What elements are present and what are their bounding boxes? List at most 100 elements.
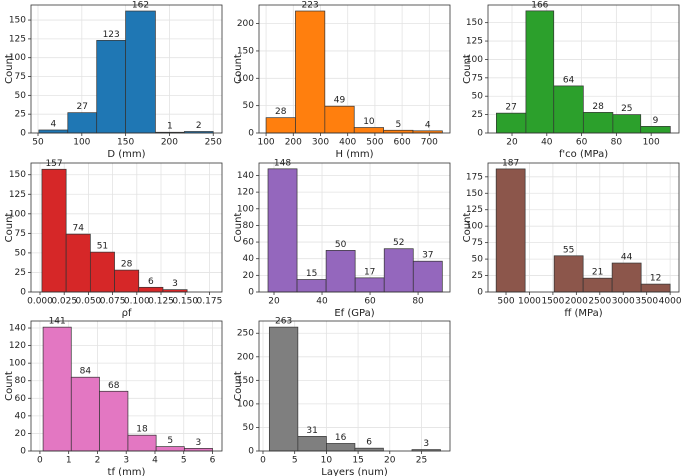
y-axis-label: Count <box>4 371 15 401</box>
bar-label: 25 <box>621 104 632 114</box>
bar <box>354 277 385 293</box>
x-tick-label: 4 <box>152 456 158 466</box>
y-tick-label: 140 <box>237 171 254 181</box>
bar <box>297 436 327 452</box>
bar <box>96 40 126 134</box>
bar-label: 28 <box>275 107 287 117</box>
x-tick-label: 3000 <box>612 297 635 307</box>
axes-frame <box>30 4 223 134</box>
bar-label: 84 <box>80 367 92 377</box>
bar <box>67 112 98 134</box>
x-tick-label: 40 <box>316 297 328 307</box>
bar-label: 9 <box>653 116 659 126</box>
y-tick-label: 100 <box>466 222 483 232</box>
x-axis-label: f'co (MPa) <box>559 149 608 160</box>
x-tick-label: 0.125 <box>148 297 174 307</box>
bar <box>99 390 129 452</box>
axes-frame <box>30 162 223 293</box>
axes-frame <box>258 162 451 293</box>
bar <box>412 260 443 293</box>
x-tick-label: 100 <box>257 138 274 148</box>
bar-label: 2 <box>196 121 202 131</box>
x-tick-label: 250 <box>205 138 222 148</box>
bar-label: 55 <box>563 245 574 255</box>
x-tick-label: 25 <box>416 456 427 466</box>
bar-label: 68 <box>108 381 120 391</box>
y-tick-label: 0 <box>248 129 254 139</box>
bar <box>383 248 414 293</box>
x-axis-label: Ef (GPa) <box>334 308 374 319</box>
x-axis-label: ρf <box>122 308 132 319</box>
x-tick-label: 400 <box>339 138 356 148</box>
y-tick-label: 50 <box>15 91 27 101</box>
bar <box>127 434 157 452</box>
bar-label: 31 <box>306 426 317 436</box>
x-tick-label: 150 <box>117 138 134 148</box>
bar-label: 5 <box>167 436 173 446</box>
y-tick-label: 100 <box>466 55 483 65</box>
x-tick-label: 4000 <box>659 297 682 307</box>
bar <box>495 112 527 134</box>
x-tick-label: 20 <box>506 138 518 148</box>
x-tick-label: 10 <box>321 456 333 466</box>
bar-label: 50 <box>335 240 347 250</box>
x-tick-label: 0.150 <box>172 297 198 307</box>
bar-label: 123 <box>103 30 120 40</box>
y-tick-label: 125 <box>9 34 26 44</box>
bar-label: 4 <box>425 120 431 130</box>
y-tick-label: 50 <box>472 255 484 265</box>
bar <box>65 233 91 293</box>
x-tick-label: 100 <box>643 138 660 148</box>
bar <box>265 117 296 134</box>
x-tick-label: 20 <box>268 297 280 307</box>
y-tick-label: 80 <box>243 221 255 231</box>
y-tick-label: 0 <box>20 288 26 298</box>
bar-label: 263 <box>275 317 292 327</box>
bar-label: 18 <box>136 425 148 435</box>
bar <box>114 269 140 293</box>
bar <box>325 250 356 293</box>
x-tick-label: 500 <box>366 138 383 148</box>
y-tick-label: 60 <box>15 394 27 404</box>
y-tick-label: 100 <box>237 204 254 214</box>
bar <box>125 10 156 134</box>
y-tick-label: 25 <box>472 110 483 120</box>
y-tick-label: 125 <box>466 37 483 47</box>
bar <box>612 114 642 134</box>
x-tick-label: 0.025 <box>51 297 77 307</box>
y-tick-label: 150 <box>237 46 254 56</box>
bar <box>353 127 384 134</box>
bar <box>268 326 299 452</box>
bar <box>296 279 327 293</box>
x-tick-label: 1500 <box>541 297 564 307</box>
x-tick-label: 2500 <box>588 297 611 307</box>
bar-label: 12 <box>650 274 661 284</box>
x-axis-label: ff (MPa) <box>564 308 602 319</box>
y-tick-label: 120 <box>237 188 254 198</box>
axes-frame <box>487 162 680 293</box>
x-tick-label: 1 <box>66 456 72 466</box>
x-tick-label: 100 <box>73 138 90 148</box>
y-tick-label: 50 <box>243 423 255 433</box>
bar <box>138 286 164 293</box>
x-tick-label: 0 <box>260 456 266 466</box>
x-axis-label: H (mm) <box>336 149 374 160</box>
y-axis-label: Count <box>233 54 244 84</box>
bar <box>354 447 384 452</box>
bar-label: 17 <box>364 267 375 277</box>
bar-label: 3 <box>423 439 429 449</box>
y-tick-label: 0 <box>477 129 483 139</box>
y-tick-label: 100 <box>9 359 26 369</box>
x-tick-label: 0.075 <box>100 297 126 307</box>
x-tick-label: 20 <box>384 456 396 466</box>
y-tick-label: 150 <box>466 189 483 199</box>
x-tick-label: 1000 <box>518 297 541 307</box>
y-tick-label: 75 <box>472 73 483 83</box>
x-tick-label: 0.100 <box>124 297 150 307</box>
x-tick-label: 5 <box>292 456 298 466</box>
x-tick-label: 80 <box>611 138 623 148</box>
x-tick-label: 3 <box>123 456 129 466</box>
x-axis-label: Layers (num) <box>321 467 388 476</box>
bar <box>582 277 613 293</box>
bar-label: 1 <box>167 122 173 132</box>
